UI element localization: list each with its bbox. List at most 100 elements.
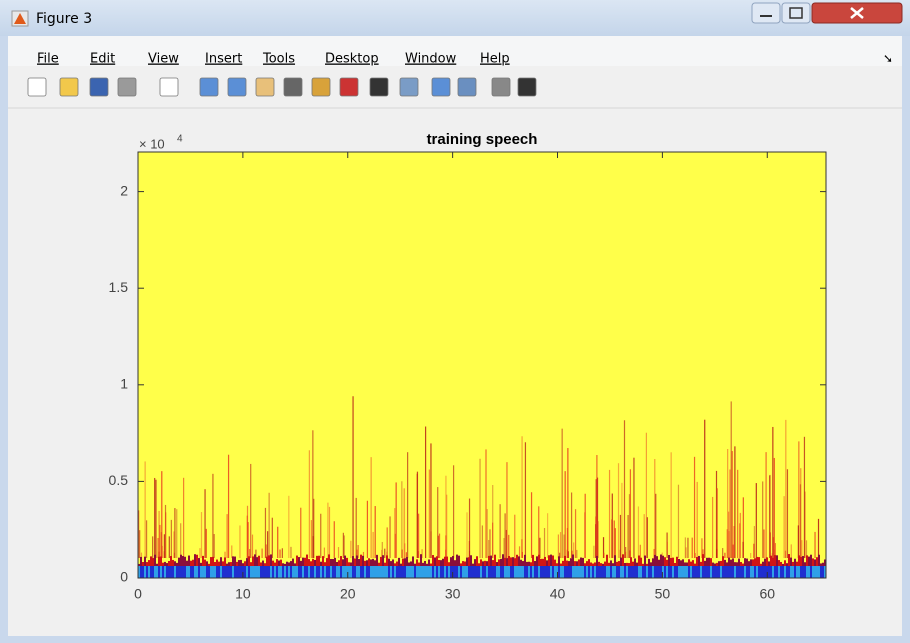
- spectrogram-texture: [488, 566, 490, 578]
- spectrogram-texture: [338, 566, 340, 578]
- toolbar-button[interactable]: [400, 78, 418, 96]
- spectrogram-texture: [164, 534, 165, 558]
- spectrogram-texture: [760, 566, 762, 578]
- toolbar-button[interactable]: [118, 78, 136, 96]
- spectrogram-texture: [792, 566, 794, 578]
- spectrogram-texture: [514, 515, 515, 558]
- toolbar-button[interactable]: [28, 78, 46, 96]
- toolbar-button[interactable]: [160, 78, 178, 96]
- menu-item[interactable]: Window: [405, 52, 457, 67]
- spectrogram-texture: [567, 528, 568, 558]
- spectrogram-texture: [212, 566, 214, 578]
- spectrogram-texture: [690, 566, 692, 578]
- spectrogram-texture: [256, 566, 258, 578]
- spectrogram-texture: [724, 566, 726, 578]
- toolbar-button[interactable]: [458, 78, 476, 96]
- minimize-button[interactable]: [752, 3, 780, 23]
- toolbar-button[interactable]: [492, 78, 510, 96]
- spectrogram-texture: [636, 566, 638, 578]
- spectrogram-texture: [614, 520, 615, 558]
- spectrogram-texture: [474, 566, 476, 578]
- toolbar-button[interactable]: [90, 78, 108, 96]
- toolbar-button[interactable]: [370, 78, 388, 96]
- spectrogram-texture: [204, 566, 206, 578]
- spectrogram-texture: [310, 566, 312, 578]
- spectrogram-texture: [565, 471, 566, 558]
- spectrogram-texture: [585, 494, 586, 558]
- window-title: Figure 3: [36, 11, 92, 27]
- spectrogram-texture: [685, 547, 686, 558]
- spectrogram-texture: [624, 420, 625, 558]
- spectrogram-texture: [260, 566, 262, 578]
- spectrogram-texture: [763, 529, 764, 558]
- spectrogram-texture: [785, 551, 786, 558]
- toolbar-button[interactable]: [340, 78, 358, 96]
- spectrogram-texture: [228, 455, 229, 558]
- toolbar-button[interactable]: [312, 78, 330, 96]
- spectrogram-texture: [658, 566, 660, 578]
- spectrogram-texture: [453, 465, 454, 558]
- spectrogram-texture: [638, 566, 640, 578]
- spectrogram-texture: [274, 566, 276, 578]
- spectrogram-texture: [646, 566, 648, 578]
- spectrogram-texture: [420, 566, 422, 578]
- toolbar-button[interactable]: [228, 78, 246, 96]
- chart-title: training speech: [427, 131, 538, 148]
- spectrogram-texture: [184, 566, 186, 578]
- spectrogram-texture: [206, 529, 207, 558]
- spectrogram-texture: [791, 544, 792, 558]
- spectrogram-texture: [226, 566, 228, 578]
- spectrogram-texture: [822, 566, 824, 578]
- spectrogram-texture: [145, 461, 146, 558]
- spectrogram-texture: [488, 540, 489, 558]
- spectrogram-texture: [714, 566, 716, 578]
- spectrogram-texture: [525, 442, 526, 558]
- toolbar-button[interactable]: [432, 78, 450, 96]
- spectrogram-texture: [764, 566, 766, 578]
- spectrogram-texture: [784, 566, 786, 578]
- spectrogram-texture: [156, 566, 158, 578]
- spectrogram-texture: [765, 452, 766, 558]
- menu-item[interactable]: Desktop: [325, 52, 379, 67]
- toolbar-button[interactable]: [200, 78, 218, 96]
- y-tick-label: 0.5: [109, 472, 129, 488]
- spectrogram-texture: [712, 566, 714, 578]
- spectrogram-texture: [500, 504, 501, 558]
- spectrogram-texture: [176, 509, 177, 558]
- spectrogram-texture: [682, 566, 684, 578]
- spectrogram-texture: [810, 566, 812, 578]
- spectrogram-texture: [248, 566, 250, 578]
- spectrogram-texture: [352, 566, 354, 578]
- spectrogram-texture: [418, 514, 419, 558]
- spectrogram-texture: [784, 496, 785, 558]
- spectrogram-texture: [401, 481, 402, 558]
- spectrogram-texture: [304, 566, 306, 578]
- spectrogram-texture: [214, 566, 216, 578]
- x-tick-label: 20: [340, 586, 356, 602]
- spectrogram-texture: [466, 512, 467, 558]
- toolbar-button[interactable]: [284, 78, 302, 96]
- menu-item[interactable]: Tools: [262, 52, 295, 67]
- menu-item[interactable]: Insert: [205, 52, 242, 67]
- page: Figure 3 File Edit View Insert Tools Desktop W…: [0, 0, 910, 643]
- menu-item[interactable]: View: [148, 52, 179, 67]
- spectrogram-texture: [390, 566, 392, 578]
- menu-overflow[interactable]: ➘: [883, 52, 893, 66]
- toolbar-button[interactable]: [256, 78, 274, 96]
- menu-item[interactable]: File: [37, 52, 59, 67]
- spectrogram-texture: [724, 553, 725, 558]
- maximize-button[interactable]: [782, 3, 810, 23]
- spectrogram-texture: [404, 488, 405, 558]
- spectrogram-texture: [756, 483, 757, 558]
- spectrogram-texture: [224, 552, 225, 558]
- spectrogram-texture: [660, 566, 662, 578]
- spectrogram-texture: [564, 566, 566, 578]
- spectrogram-texture: [270, 566, 272, 578]
- toolbar-button[interactable]: [60, 78, 78, 96]
- spectrogram-texture: [373, 532, 374, 558]
- spectrogram-texture: [728, 566, 730, 578]
- toolbar-button[interactable]: [518, 78, 536, 96]
- spectrogram-texture: [364, 566, 366, 578]
- menu-item[interactable]: Edit: [90, 52, 115, 67]
- menu-item[interactable]: Help: [480, 52, 510, 67]
